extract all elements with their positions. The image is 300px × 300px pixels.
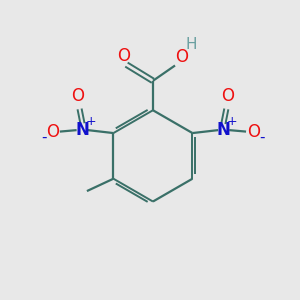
Text: O: O xyxy=(247,123,260,141)
Text: -: - xyxy=(259,130,264,145)
Text: O: O xyxy=(118,47,130,65)
Text: O: O xyxy=(221,87,234,105)
Text: O: O xyxy=(46,123,59,141)
Text: O: O xyxy=(175,48,188,66)
Text: N: N xyxy=(76,121,89,139)
Text: +: + xyxy=(226,116,237,128)
Text: +: + xyxy=(85,116,96,128)
Text: -: - xyxy=(41,130,47,145)
Text: H: H xyxy=(185,37,197,52)
Text: O: O xyxy=(72,87,85,105)
Text: N: N xyxy=(216,121,230,139)
